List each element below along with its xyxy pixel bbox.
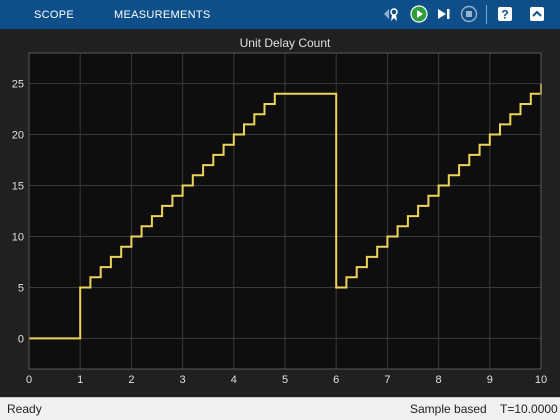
- x-tick-label: 7: [384, 374, 390, 386]
- scope-display: Unit Delay Count 0 1 2 3 4 5 6 7 8 9 10 0 5 10 15 20 25: [0, 29, 560, 397]
- status-sim-time: T=10.0000: [500, 402, 558, 416]
- x-tick-label: 4: [231, 374, 237, 386]
- toolstrip: SCOPE MEASUREMENTS ?: [0, 0, 560, 29]
- axes-border: [28, 52, 542, 370]
- y-tick-label: 15: [12, 181, 24, 193]
- status-sample-mode: Sample based: [410, 402, 487, 416]
- x-tick-label: 9: [487, 374, 493, 386]
- scope-chart: Unit Delay Count 0 1 2 3 4 5 6 7 8 9 10 0 5 10 15 20 25: [12, 36, 547, 386]
- collapse-icon[interactable]: [527, 4, 547, 24]
- x-tick-label: 3: [180, 374, 186, 386]
- chart-title: Unit Delay Count: [240, 36, 331, 50]
- status-bar: Ready Sample based T=10.0000: [0, 397, 560, 420]
- x-tick-label: 0: [26, 374, 32, 386]
- svg-text:?: ?: [501, 8, 508, 22]
- help-icon[interactable]: ?: [495, 4, 515, 24]
- x-tick-label: 2: [128, 374, 134, 386]
- x-tick-label: 6: [333, 374, 339, 386]
- y-tick-label: 10: [12, 231, 24, 243]
- x-tick-label: 1: [77, 374, 83, 386]
- x-tick-label: 10: [535, 374, 547, 386]
- series-line: [29, 83, 542, 340]
- status-ready: Ready: [7, 402, 42, 416]
- run-icon[interactable]: [409, 4, 429, 24]
- y-tick-label: 25: [12, 79, 24, 91]
- signal-select-icon[interactable]: [382, 4, 402, 24]
- toolbar-separator: [486, 5, 487, 24]
- y-tick-label: 0: [18, 333, 24, 345]
- tab-scope[interactable]: SCOPE: [34, 9, 75, 21]
- y-tick-label: 20: [12, 130, 24, 142]
- y-tick-label: 5: [18, 282, 24, 294]
- tab-measurements[interactable]: MEASUREMENTS: [114, 9, 211, 21]
- x-tick-label: 8: [436, 374, 442, 386]
- grid: [28, 53, 542, 369]
- stop-icon[interactable]: [459, 4, 479, 24]
- tick-labels: 0 1 2 3 4 5 6 7 8 9 10 0 5 10 15 20 25: [12, 79, 547, 386]
- x-tick-label: 5: [282, 374, 288, 386]
- step-forward-icon[interactable]: [434, 4, 454, 24]
